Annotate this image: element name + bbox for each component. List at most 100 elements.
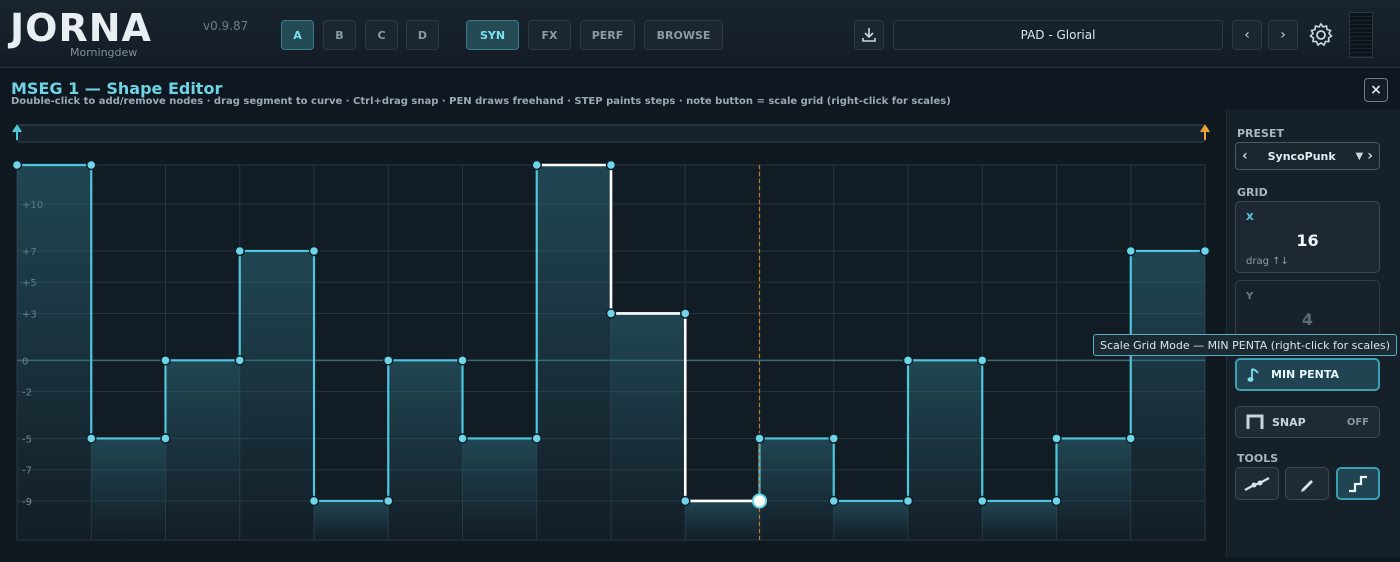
shape-node[interactable]: [828, 495, 839, 507]
chevron-down-icon[interactable]: ▼: [1355, 150, 1364, 162]
snap-icon: [1246, 414, 1264, 429]
shape-node[interactable]: [383, 495, 394, 507]
shape-node[interactable]: [680, 308, 691, 319]
snap-state: OFF: [1346, 416, 1369, 428]
slot-a-button[interactable]: A: [281, 20, 314, 50]
mode-syn-button[interactable]: SYN: [466, 20, 519, 50]
grid-x-control[interactable]: X 16 drag ↑↓: [1235, 201, 1380, 273]
selected-node[interactable]: [752, 493, 767, 509]
preset-display[interactable]: PAD - Glorial: [893, 20, 1223, 50]
shape-node[interactable]: [680, 495, 691, 507]
step-fill: [17, 165, 92, 540]
shape-node[interactable]: [902, 355, 914, 366]
shape-node[interactable]: [977, 495, 988, 507]
app-subtitle: Morningdew: [70, 46, 138, 59]
grid-y-axis: Y: [1246, 291, 1254, 302]
step-fill: [462, 438, 537, 540]
shape-node[interactable]: [86, 433, 97, 444]
preset-label: PRESET: [1237, 127, 1284, 140]
shape-node[interactable]: [531, 433, 542, 444]
step-tool-icon: [1349, 475, 1367, 492]
chevron-right-icon[interactable]: ›: [1367, 148, 1373, 164]
slot-d-button[interactable]: D: [406, 20, 439, 50]
preset-selector[interactable]: ‹ SyncoPunk ▼ ›: [1235, 142, 1380, 170]
shape-node[interactable]: [531, 159, 542, 171]
loop-start-arrow-icon[interactable]: [12, 124, 22, 140]
app-logo: JORNA: [10, 6, 152, 50]
step-fill: [91, 438, 166, 540]
shape-node[interactable]: [234, 245, 245, 257]
panel-title: MSEG 1 — Shape Editor: [11, 79, 223, 98]
shape-node[interactable]: [977, 355, 988, 366]
prev-preset-button[interactable]: ‹: [1232, 20, 1262, 50]
grid-x-axis: X: [1246, 212, 1254, 223]
mode-browse-button[interactable]: BROWSE: [644, 20, 723, 50]
step-fill: [759, 438, 834, 540]
shape-node[interactable]: [1125, 245, 1136, 257]
grid-label: GRID: [1237, 186, 1268, 199]
shape-node[interactable]: [902, 495, 914, 507]
next-preset-button[interactable]: ›: [1268, 20, 1298, 50]
snap-toggle[interactable]: SNAP OFF: [1235, 406, 1380, 438]
curve-tool-icon: [1244, 476, 1270, 491]
close-button[interactable]: ×: [1364, 78, 1388, 102]
step-fill: [685, 500, 760, 540]
grid-x-hint: drag ↑↓: [1246, 256, 1289, 267]
step-fill: [1056, 438, 1131, 540]
level-meter: [1349, 12, 1373, 58]
step-fill: [908, 360, 983, 540]
shape-node[interactable]: [1125, 433, 1136, 444]
tools-label: TOOLS: [1237, 452, 1279, 465]
music-note-icon: [1247, 367, 1259, 382]
shape-node[interactable]: [754, 433, 765, 444]
step-tool-button[interactable]: [1336, 467, 1380, 500]
shape-node[interactable]: [457, 433, 468, 444]
step-fill: [833, 500, 908, 540]
gear-icon: [1309, 22, 1333, 47]
mseg-editor[interactable]: +10+7+5+30-2-5-7-9: [0, 110, 1225, 558]
slot-b-button[interactable]: B: [323, 20, 356, 50]
scale-mode-button[interactable]: MIN PENTA: [1235, 358, 1380, 391]
step-fill: [982, 500, 1057, 540]
step-fill: [1130, 250, 1205, 540]
step-fill: [388, 360, 463, 540]
pen-tool-button[interactable]: [1285, 467, 1329, 500]
shape-node[interactable]: [457, 355, 468, 366]
panel-instructions: Double-click to add/remove nodes · drag …: [11, 96, 951, 107]
mseg-nodes[interactable]: [11, 159, 1211, 509]
mode-fx-button[interactable]: FX: [528, 20, 571, 50]
mseg-graph[interactable]: +10+7+5+30-2-5-7-9: [0, 110, 1225, 558]
settings-button[interactable]: [1306, 20, 1336, 50]
scale-mode-label: MIN PENTA: [1271, 368, 1340, 381]
shape-node[interactable]: [1199, 245, 1211, 257]
top-bar: JORNA Morningdew v0.9.87 A B C D SYN FX …: [0, 0, 1400, 68]
shape-node[interactable]: [605, 308, 617, 319]
chevron-right-icon: ›: [1280, 27, 1286, 43]
shape-node[interactable]: [160, 433, 171, 444]
shape-node[interactable]: [11, 159, 23, 171]
shape-node[interactable]: [828, 433, 839, 444]
chevron-left-icon[interactable]: ‹: [1242, 148, 1248, 164]
shape-node[interactable]: [308, 495, 320, 507]
step-fill: [239, 250, 314, 540]
shape-node[interactable]: [605, 159, 617, 171]
shape-node[interactable]: [1051, 495, 1062, 507]
shape-node[interactable]: [234, 355, 245, 366]
step-fill: [165, 360, 240, 540]
shape-node[interactable]: [1051, 433, 1062, 444]
shape-node[interactable]: [86, 159, 97, 171]
shape-node[interactable]: [160, 355, 171, 366]
shape-node[interactable]: [308, 245, 320, 257]
slot-c-button[interactable]: C: [365, 20, 398, 50]
loop-end-arrow-icon[interactable]: [1200, 124, 1210, 140]
shape-node[interactable]: [383, 355, 394, 366]
download-button[interactable]: [854, 20, 884, 50]
snap-label: SNAP: [1272, 415, 1306, 429]
step-fill: [536, 165, 611, 540]
mseg-shape[interactable]: [17, 163, 1205, 540]
step-fill: [611, 313, 686, 540]
mode-perf-button[interactable]: PERF: [580, 20, 635, 50]
preset-selector-value: SyncoPunk: [1267, 149, 1336, 163]
curve-tool-button[interactable]: [1235, 467, 1279, 500]
loop-bar[interactable]: [16, 124, 1206, 143]
